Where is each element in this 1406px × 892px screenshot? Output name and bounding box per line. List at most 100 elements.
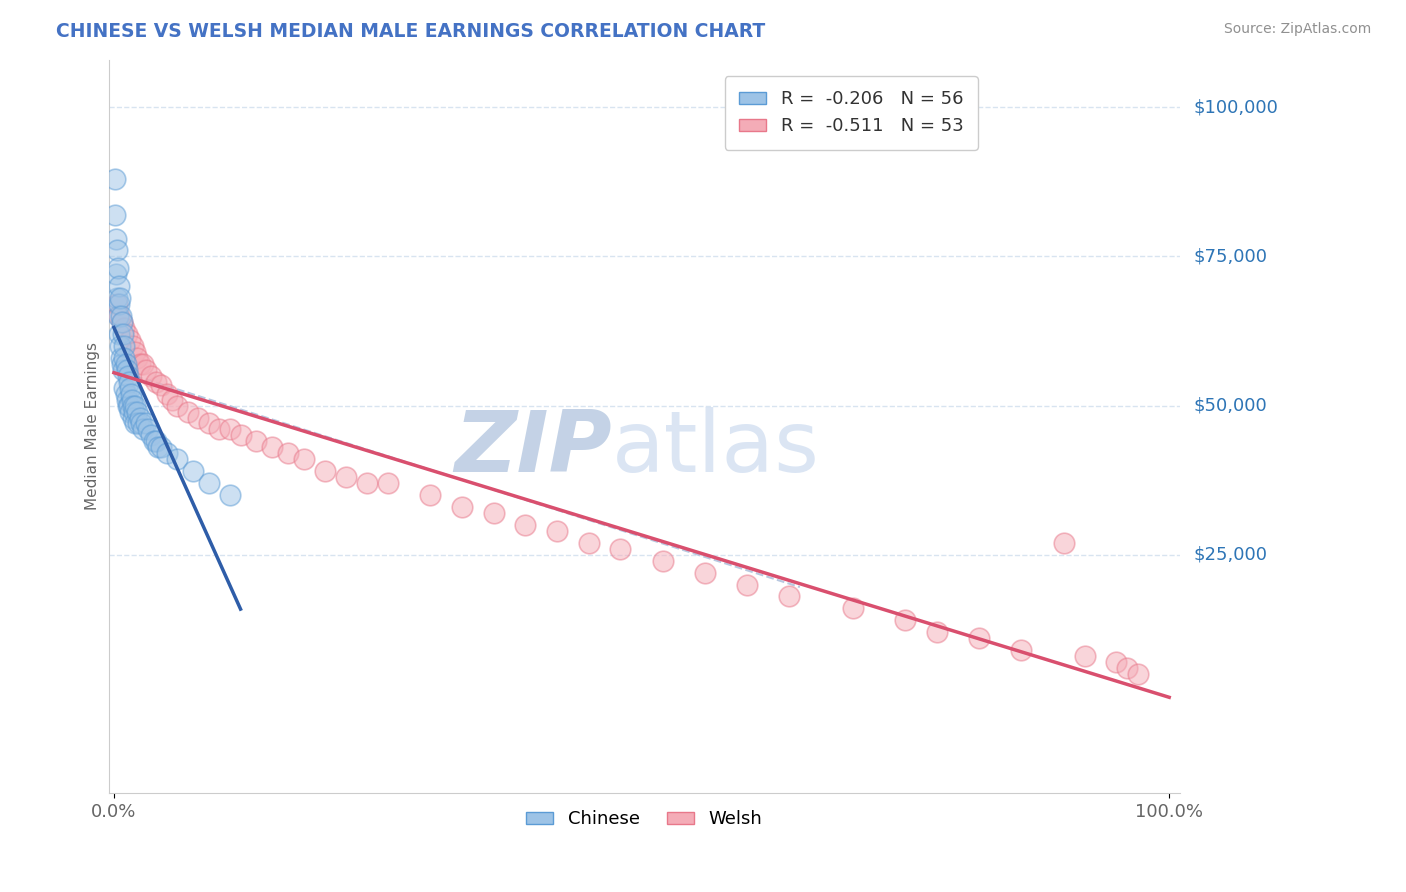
Point (139, 428, 162, 442)
Point (118, 333, 141, 347)
Text: $100,000: $100,000 (1194, 98, 1278, 116)
Point (107, 309, 129, 323)
Text: $25,000: $25,000 (1194, 546, 1268, 564)
Point (114, 386, 136, 401)
Text: Source: ZipAtlas.com: Source: ZipAtlas.com (1223, 22, 1371, 37)
Point (110, 339, 132, 353)
Point (124, 345, 146, 359)
Point (377, 476, 399, 491)
Point (160, 392, 183, 407)
Point (124, 399, 146, 413)
Point (115, 392, 138, 407)
Point (114, 357, 136, 371)
Point (1011, 643, 1033, 657)
Point (122, 399, 145, 413)
Point (143, 434, 166, 449)
Point (219, 488, 242, 502)
Point (105, 244, 128, 258)
Point (314, 464, 336, 478)
Point (115, 363, 138, 377)
Point (115, 326, 138, 341)
Point (451, 500, 474, 514)
Point (156, 386, 179, 401)
Point (122, 410, 145, 425)
Point (166, 452, 188, 467)
Point (127, 351, 149, 365)
Point (108, 326, 131, 341)
Point (778, 590, 800, 604)
Point (546, 524, 568, 538)
Point (277, 446, 299, 460)
Point (114, 351, 136, 365)
Point (121, 392, 143, 407)
Point (104, 172, 127, 186)
Point (110, 351, 132, 365)
Point (108, 279, 131, 293)
Point (177, 404, 200, 418)
Point (114, 321, 136, 335)
Legend: Chinese, Welsh: Chinese, Welsh (519, 803, 769, 836)
Point (104, 208, 127, 222)
Point (150, 377, 173, 392)
Point (111, 315, 134, 329)
Point (122, 404, 145, 418)
Point (894, 613, 917, 627)
Point (117, 399, 139, 413)
Point (118, 381, 141, 395)
Point (335, 470, 357, 484)
Y-axis label: Median Male Earnings: Median Male Earnings (86, 343, 100, 510)
Point (219, 422, 242, 436)
Point (651, 554, 673, 568)
Point (131, 417, 153, 431)
Point (118, 404, 141, 418)
Point (229, 428, 252, 442)
Point (110, 291, 132, 305)
Point (419, 488, 441, 502)
Point (122, 339, 145, 353)
Point (105, 297, 128, 311)
Point (110, 309, 132, 323)
Point (925, 625, 948, 640)
Point (117, 368, 139, 383)
Point (967, 632, 990, 646)
Point (145, 375, 167, 389)
Point (578, 536, 600, 550)
Point (292, 452, 315, 467)
Point (148, 441, 170, 455)
Point (105, 291, 128, 305)
Point (150, 441, 173, 455)
Point (198, 417, 221, 431)
Point (112, 363, 135, 377)
Point (166, 399, 188, 413)
Point (1116, 661, 1139, 675)
Point (118, 399, 141, 413)
Point (129, 410, 152, 425)
Text: ZIP: ZIP (454, 407, 612, 490)
Point (187, 410, 209, 425)
Point (111, 357, 134, 371)
Point (135, 363, 157, 377)
Point (136, 422, 159, 436)
Point (1074, 649, 1097, 664)
Point (145, 434, 167, 449)
Point (124, 417, 146, 431)
Point (132, 357, 155, 371)
Point (108, 309, 131, 323)
Point (127, 404, 149, 418)
Point (181, 464, 204, 478)
Point (111, 315, 134, 329)
Point (118, 375, 141, 389)
Point (245, 434, 267, 449)
Point (105, 268, 128, 282)
Text: CHINESE VS WELSH MEDIAN MALE EARNINGS CORRELATION CHART: CHINESE VS WELSH MEDIAN MALE EARNINGS CO… (56, 22, 765, 41)
Point (1126, 667, 1149, 681)
Point (107, 261, 129, 276)
Point (198, 476, 221, 491)
Text: $75,000: $75,000 (1194, 247, 1268, 266)
Point (1053, 536, 1076, 550)
Point (482, 506, 505, 520)
Point (105, 231, 128, 245)
Point (735, 577, 758, 591)
Point (841, 601, 863, 615)
Point (609, 541, 631, 556)
